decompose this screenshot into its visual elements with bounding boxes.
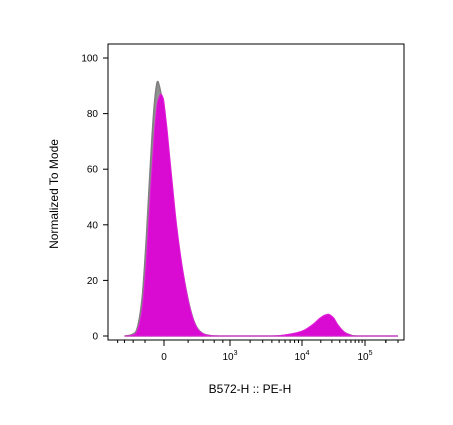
x-tick-label: 104 (294, 350, 309, 363)
x-tick-label: 105 (357, 350, 372, 363)
y-tick-label: 80 (87, 109, 99, 120)
x-axis-title: B572-H :: PE-H (209, 382, 292, 396)
y-tick-label: 100 (81, 54, 98, 65)
plot-frame (107, 43, 405, 341)
y-axis: 0 20 40 60 80 100 (81, 54, 108, 343)
y-tick-label: 0 (92, 332, 98, 343)
histogram-series-2 (124, 93, 398, 337)
y-tick-label: 40 (87, 220, 99, 231)
x-tick-label: 0 (161, 352, 167, 363)
y-tick-label: 20 (87, 276, 99, 287)
series-layer (124, 80, 398, 337)
y-tick-label: 60 (87, 165, 99, 176)
y-axis-title: Normalized To Mode (47, 139, 61, 249)
x-axis: 0 103 104 105 (117, 340, 399, 363)
x-tick-label: 103 (222, 350, 237, 363)
